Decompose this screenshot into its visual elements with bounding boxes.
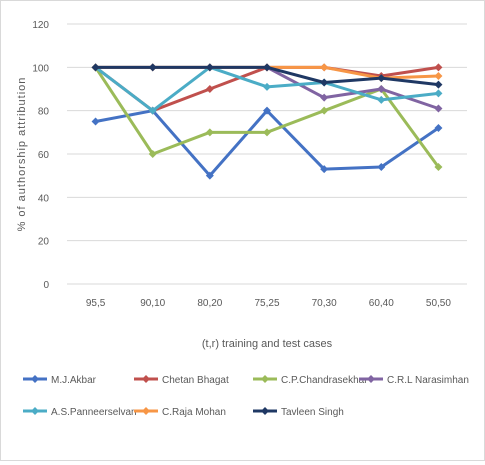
data-point-marker — [320, 165, 329, 174]
series-line — [94, 66, 440, 168]
x-tick-label: 75,25 — [254, 298, 279, 309]
legend-swatch-marker — [261, 407, 269, 415]
legend-label: A.S.Panneerselvan — [51, 407, 137, 418]
x-tick-label: 50,50 — [426, 298, 451, 309]
y-tick-label: 80 — [38, 107, 50, 118]
data-point-marker — [320, 63, 329, 72]
gridlines — [67, 23, 467, 285]
data-point-marker — [263, 63, 271, 72]
data-point-marker — [434, 72, 443, 80]
data-point-marker — [91, 63, 100, 72]
x-tick-labels: 95,5 90,10 80,20 75,25 70,30 60,40 50,50 — [86, 298, 452, 309]
legend-label: C.R.L Narasimhan — [387, 375, 469, 386]
data-point-marker — [205, 85, 214, 93]
y-tick-label: 20 — [38, 237, 50, 248]
data-point-marker — [377, 85, 386, 93]
legend-label: M.J.Akbar — [51, 375, 97, 386]
data-point-marker — [320, 93, 329, 102]
x-tick-label: 90,10 — [140, 298, 165, 309]
data-point-marker — [434, 104, 443, 113]
legend-item: M.J.Akbar — [23, 375, 97, 386]
data-point-marker — [263, 82, 271, 91]
x-tick-label: 80,20 — [197, 298, 222, 309]
data-point-marker — [148, 106, 157, 115]
legend-item: C.P.Chandrasekhar — [253, 375, 368, 386]
legend: M.J.Akbar Chetan Bhagat C.P.Chandrasekhar C… — [23, 375, 469, 418]
y-tick-label: 40 — [38, 193, 50, 204]
y-axis-title: % of authorship attribution — [16, 77, 28, 232]
data-point-marker — [377, 74, 386, 83]
data-point-marker — [205, 63, 214, 72]
series-6 — [91, 63, 443, 89]
y-tick-label: 0 — [43, 280, 49, 291]
data-point-marker — [320, 78, 329, 87]
legend-swatch-marker — [31, 375, 39, 383]
data-point-marker — [263, 106, 271, 115]
data-point-marker — [434, 80, 443, 89]
x-tick-label: 95,5 — [86, 298, 106, 309]
x-tick-label: 70,30 — [312, 298, 337, 309]
data-point-marker — [205, 171, 214, 180]
data-point-marker — [148, 63, 157, 72]
legend-item: A.S.Panneerselvan — [23, 407, 137, 418]
legend-swatch-marker — [142, 407, 150, 415]
y-tick-label: 100 — [32, 63, 49, 74]
data-point-marker — [263, 128, 271, 137]
data-point-marker — [91, 117, 100, 126]
legend-swatch-marker — [31, 407, 39, 415]
legend-item: Chetan Bhagat — [134, 375, 229, 386]
data-point-marker — [434, 124, 443, 132]
data-point-marker — [148, 150, 157, 158]
legend-swatch-marker — [367, 375, 375, 383]
data-point-marker — [205, 128, 214, 137]
legend-swatch-marker — [261, 375, 269, 383]
legend-label: C.Raja Mohan — [162, 407, 226, 418]
legend-item: Tavleen Singh — [253, 407, 344, 418]
y-tick-label: 60 — [38, 150, 50, 161]
data-point-marker — [320, 106, 329, 115]
x-axis-title: (t,r) training and test cases — [202, 338, 333, 350]
data-point-marker — [434, 89, 443, 98]
data-point-marker — [434, 163, 443, 171]
legend-swatch-marker — [142, 375, 150, 383]
legend-label: Tavleen Singh — [281, 407, 344, 418]
x-tick-label: 60,40 — [369, 298, 394, 309]
y-tick-labels: 0 20 40 60 80 100 120 — [32, 20, 49, 291]
legend-label: C.P.Chandrasekhar — [281, 375, 368, 386]
legend-item: C.R.L Narasimhan — [359, 375, 469, 386]
data-point-marker — [377, 163, 386, 171]
legend-label: Chetan Bhagat — [162, 375, 229, 386]
legend-item: C.Raja Mohan — [134, 407, 226, 418]
y-tick-label: 120 — [32, 20, 49, 31]
data-point-marker — [377, 95, 386, 104]
data-point-marker — [434, 63, 443, 72]
series-lines — [91, 63, 443, 180]
